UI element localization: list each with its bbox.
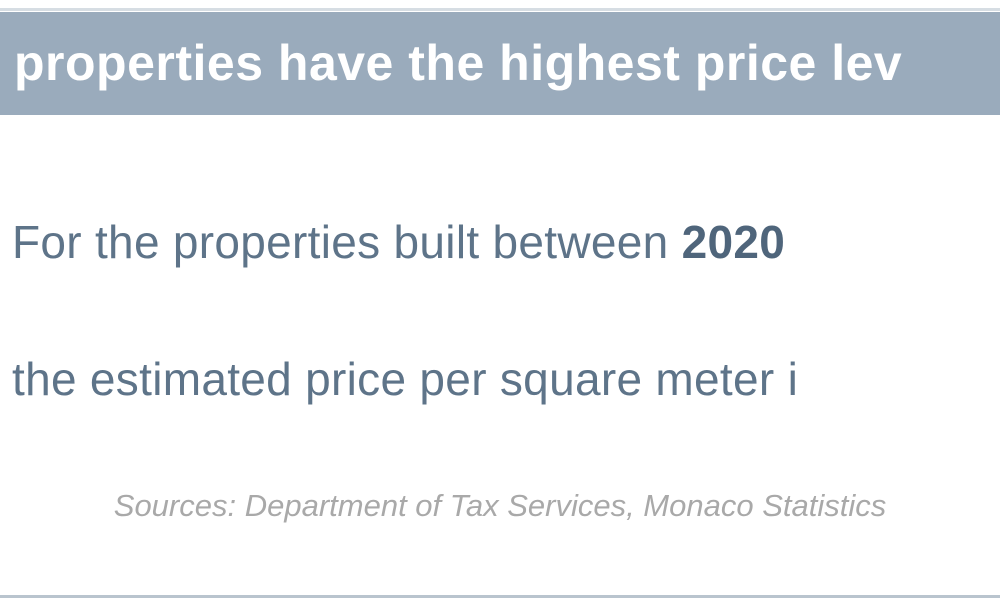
- body-line: the estimated price per square meter i: [12, 352, 798, 406]
- highlight-text: 2020: [681, 216, 786, 268]
- header-bar: properties have the highest price lev: [0, 12, 1000, 115]
- header-title: properties have the highest price lev: [14, 35, 903, 91]
- body-line: For the properties built between 2020: [12, 215, 785, 269]
- bottom-rule: [0, 595, 1000, 598]
- body-text: For the properties built between: [12, 216, 682, 268]
- top-rule: [0, 8, 1000, 11]
- body-text: the estimated price per square meter i: [12, 353, 799, 405]
- source-note: Sources: Department of Tax Services, Mon…: [113, 488, 887, 523]
